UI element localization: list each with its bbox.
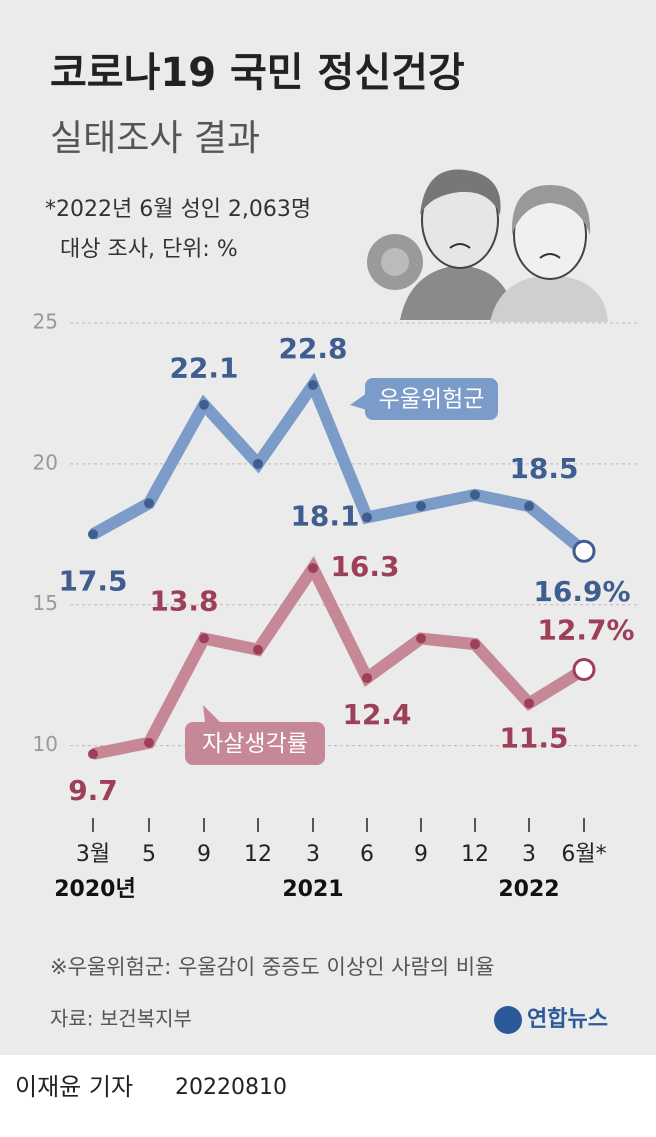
point bbox=[199, 399, 209, 410]
point bbox=[470, 489, 480, 500]
point bbox=[88, 529, 98, 540]
point bbox=[362, 672, 372, 683]
callout bbox=[203, 705, 220, 722]
legend-box bbox=[365, 378, 498, 420]
y-tick-label: 20 bbox=[33, 450, 58, 474]
x-tick-label: 9 bbox=[414, 842, 428, 867]
byline: 이재윤 기자 bbox=[15, 1073, 133, 1101]
point bbox=[253, 458, 263, 469]
year-label: 2021 bbox=[282, 877, 343, 902]
legend-label: 우울위험군 bbox=[379, 387, 485, 413]
x-tick-label: 3 bbox=[522, 842, 536, 867]
point bbox=[308, 379, 318, 390]
value-label: 9.7 bbox=[68, 774, 118, 807]
point bbox=[416, 633, 426, 644]
value-label: 18.1 bbox=[290, 499, 359, 532]
footnote: ※우울위험군: 우울감이 중증도 이상인 사람의 비율 bbox=[50, 955, 494, 979]
point bbox=[416, 501, 426, 512]
point bbox=[253, 644, 263, 655]
x-tick-label: 3 bbox=[306, 842, 320, 867]
y-tick-label: 10 bbox=[33, 732, 58, 756]
x-tick-label: 6월* bbox=[561, 842, 606, 867]
footer-bg bbox=[0, 1055, 656, 1133]
value-label: 11.5 bbox=[499, 721, 568, 754]
value-label: 18.5 bbox=[509, 452, 578, 485]
value-label: 12.7% bbox=[537, 614, 634, 647]
x-tick-label: 12 bbox=[461, 842, 489, 867]
callout bbox=[350, 393, 367, 410]
subtitle: 실태조사 결과 bbox=[50, 118, 260, 159]
point bbox=[572, 658, 596, 682]
point bbox=[572, 539, 596, 563]
point bbox=[199, 633, 209, 644]
point bbox=[88, 749, 98, 760]
illustration bbox=[367, 169, 608, 322]
logo: 연합뉴스 bbox=[527, 1006, 608, 1032]
value-label: 16.9% bbox=[533, 575, 630, 608]
x-tick-label: 6 bbox=[360, 842, 374, 867]
line bbox=[90, 372, 588, 556]
point bbox=[524, 698, 534, 709]
note: *2022년 6월 성인 2,063명 bbox=[45, 197, 311, 222]
point bbox=[524, 501, 534, 512]
x-tick-label: 5 bbox=[142, 842, 156, 867]
y-tick-label: 15 bbox=[33, 591, 58, 615]
value-label: 13.8 bbox=[149, 585, 218, 618]
point bbox=[470, 639, 480, 650]
value-label: 17.5 bbox=[58, 564, 127, 597]
legend-label: 자살생각률 bbox=[202, 731, 308, 757]
note: 대상 조사, 단위: % bbox=[60, 237, 238, 262]
value-label: 16.3 bbox=[330, 550, 399, 583]
x-tick-label: 3월 bbox=[76, 842, 110, 867]
date: 20220810 bbox=[175, 1075, 287, 1100]
point bbox=[144, 737, 154, 748]
title: 코로나19 국민 정신건강 bbox=[50, 50, 465, 96]
source: 자료: 보건복지부 bbox=[50, 1007, 192, 1031]
y-tick-label: 25 bbox=[33, 310, 58, 334]
value-label: 22.1 bbox=[169, 352, 238, 385]
x-tick-label: 12 bbox=[244, 842, 272, 867]
year-label: 2022 bbox=[498, 877, 559, 902]
point bbox=[362, 512, 372, 523]
logo-icon bbox=[494, 1006, 522, 1034]
x-tick-label: 9 bbox=[197, 842, 211, 867]
value-label: 22.8 bbox=[278, 332, 347, 365]
point bbox=[308, 563, 318, 574]
point bbox=[144, 498, 154, 509]
legend-box bbox=[185, 722, 325, 765]
line bbox=[91, 556, 588, 760]
year-label: 2020년 bbox=[54, 877, 135, 902]
value-label: 12.4 bbox=[342, 698, 411, 731]
